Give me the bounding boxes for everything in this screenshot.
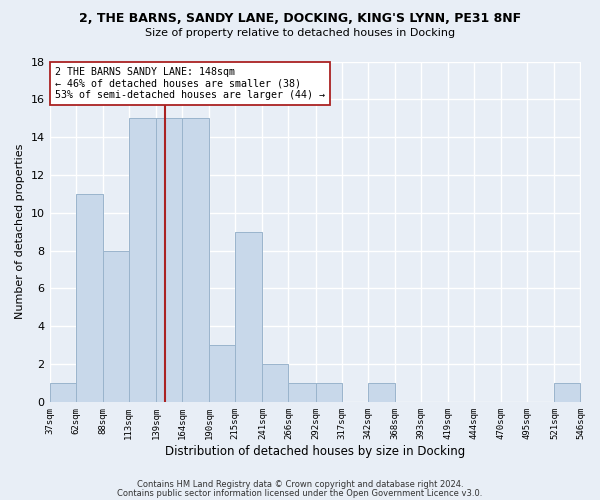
X-axis label: Distribution of detached houses by size in Docking: Distribution of detached houses by size … <box>165 444 465 458</box>
Bar <box>368 383 395 402</box>
Bar <box>129 118 156 402</box>
Bar <box>262 364 289 402</box>
Bar <box>76 194 103 402</box>
Bar <box>182 118 209 402</box>
Text: 2, THE BARNS, SANDY LANE, DOCKING, KING'S LYNN, PE31 8NF: 2, THE BARNS, SANDY LANE, DOCKING, KING'… <box>79 12 521 26</box>
Text: Contains HM Land Registry data © Crown copyright and database right 2024.: Contains HM Land Registry data © Crown c… <box>137 480 463 489</box>
Text: Size of property relative to detached houses in Docking: Size of property relative to detached ho… <box>145 28 455 38</box>
Bar <box>209 345 235 402</box>
Text: Contains public sector information licensed under the Open Government Licence v3: Contains public sector information licen… <box>118 489 482 498</box>
Bar <box>156 118 182 402</box>
Bar <box>50 383 76 402</box>
Bar <box>103 250 129 402</box>
Bar <box>554 383 580 402</box>
Text: 2 THE BARNS SANDY LANE: 148sqm
← 46% of detached houses are smaller (38)
53% of : 2 THE BARNS SANDY LANE: 148sqm ← 46% of … <box>55 66 325 100</box>
Y-axis label: Number of detached properties: Number of detached properties <box>15 144 25 320</box>
Bar <box>235 232 262 402</box>
Bar <box>289 383 316 402</box>
Bar <box>316 383 341 402</box>
